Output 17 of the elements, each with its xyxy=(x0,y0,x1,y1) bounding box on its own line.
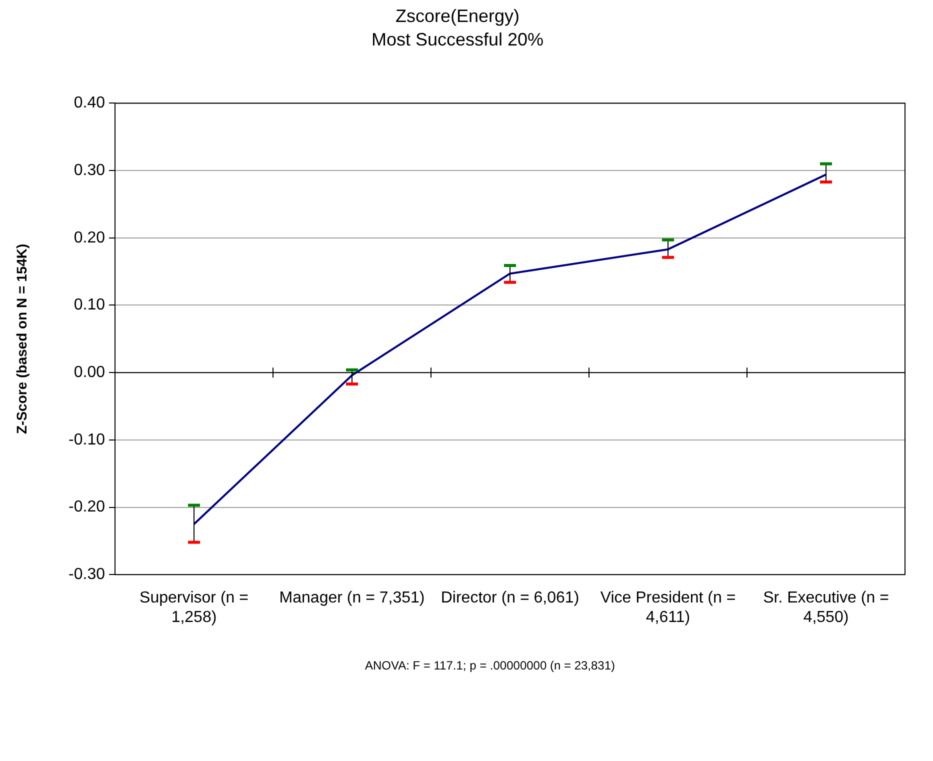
y-tick-label: -0.10 xyxy=(68,431,106,448)
x-tick-label: Vice President (n = 4,611) xyxy=(600,590,736,626)
x-tick-label: Supervisor (n = 1,258) xyxy=(140,590,248,626)
chart-subtitle: Most Successful 20% xyxy=(371,29,544,50)
y-tick-label: -0.20 xyxy=(68,498,106,516)
x-tick-label: Director (n = 6,061) xyxy=(440,590,580,607)
y-axis-title: Z-Score (based on N = 154K) xyxy=(13,244,30,434)
y-tick-label: 0.40 xyxy=(74,94,106,112)
chart-title: Zscore(Energy) xyxy=(395,6,520,26)
y-tick-label: 0.00 xyxy=(74,364,106,381)
y-tick-label: 0.10 xyxy=(74,296,106,314)
y-tick-label: -0.30 xyxy=(68,566,106,584)
y-tick-label: 0.30 xyxy=(74,162,106,179)
x-tick-label: Manager (n = 7,351) xyxy=(279,590,425,607)
text: ANOVA: F = 117.1; p = .00000000 (n = 23,831) xyxy=(364,658,616,673)
x-tick-label: Sr. Executive (n = 4,550) xyxy=(763,590,889,626)
y-tick-label: 0.20 xyxy=(74,229,106,246)
